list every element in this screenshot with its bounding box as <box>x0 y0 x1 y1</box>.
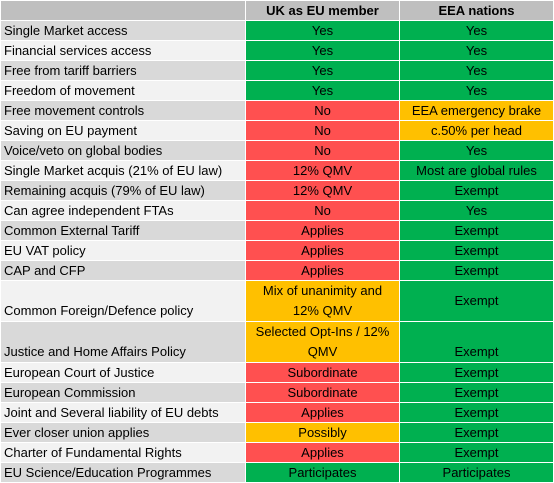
uk-cell: Subordinate <box>245 362 400 383</box>
header-blank <box>0 0 246 21</box>
eea-cell: Exempt <box>399 260 554 281</box>
header-eea-nations: EEA nations <box>399 0 554 21</box>
table-row: Free movement controls No EEA emergency … <box>0 100 554 121</box>
table-row: Can agree independent FTAs No Yes <box>0 200 554 221</box>
uk-cell: 12% QMV <box>245 180 400 201</box>
uk-cell: Yes <box>245 80 400 101</box>
eea-cell: Yes <box>399 80 554 101</box>
table-row: Freedom of movement Yes Yes <box>0 80 554 101</box>
table-row: CAP and CFP Applies Exempt <box>0 260 554 281</box>
table-row: Remaining acquis (79% of EU law) 12% QMV… <box>0 180 554 201</box>
uk-cell: No <box>245 120 400 141</box>
table-row: Common External Tariff Applies Exempt <box>0 220 554 241</box>
uk-cell: No <box>245 200 400 221</box>
table-row: Charter of Fundamental Rights Applies Ex… <box>0 442 554 463</box>
uk-cell: Applies <box>245 442 400 463</box>
eea-cell: c.50% per head <box>399 120 554 141</box>
table-row: EU VAT policy Applies Exempt <box>0 240 554 261</box>
uk-cell: Mix of unanimity and 12% QMV <box>245 280 400 322</box>
uk-cell: Yes <box>245 60 400 81</box>
eea-cell: Yes <box>399 20 554 41</box>
table-row: Single Market acquis (21% of EU law) 12%… <box>0 160 554 181</box>
row-label: Financial services access <box>0 40 246 61</box>
table-row: Financial services access Yes Yes <box>0 40 554 61</box>
eea-cell: Exempt <box>399 362 554 383</box>
header-uk-eu-member: UK as EU member <box>245 0 400 21</box>
eea-cell: Exempt <box>399 240 554 261</box>
row-label: Charter of Fundamental Rights <box>0 442 246 463</box>
eea-cell: Yes <box>399 60 554 81</box>
table-row: European Commission Subordinate Exempt <box>0 382 554 403</box>
eea-cell: Exempt <box>399 321 554 363</box>
row-label: Single Market access <box>0 20 246 41</box>
eea-cell: Exempt <box>399 180 554 201</box>
row-label: Joint and Several liability of EU debts <box>0 402 246 423</box>
eea-cell: Yes <box>399 200 554 221</box>
table-row: EU Science/Education Programmes Particip… <box>0 462 554 483</box>
header-row: UK as EU member EEA nations <box>0 0 554 21</box>
uk-cell: Selected Opt-Ins / 12% QMV <box>245 321 400 363</box>
eea-cell: Yes <box>399 40 554 61</box>
row-label: Saving on EU payment <box>0 120 246 141</box>
row-label: Freedom of movement <box>0 80 246 101</box>
table-row: Justice and Home Affairs Policy Selected… <box>0 321 554 363</box>
uk-cell: Applies <box>245 260 400 281</box>
uk-cell: Yes <box>245 40 400 61</box>
uk-cell: 12% QMV <box>245 160 400 181</box>
uk-cell: No <box>245 140 400 161</box>
row-label: Free from tariff barriers <box>0 60 246 81</box>
table-row: Single Market access Yes Yes <box>0 20 554 41</box>
row-label: Voice/veto on global bodies <box>0 140 246 161</box>
table-row: Ever closer union applies Possibly Exemp… <box>0 422 554 443</box>
eea-cell: Exempt <box>399 280 554 322</box>
eea-cell: Exempt <box>399 220 554 241</box>
uk-cell: Yes <box>245 20 400 41</box>
uk-cell: Applies <box>245 220 400 241</box>
row-label: Ever closer union applies <box>0 422 246 443</box>
uk-cell: Participates <box>245 462 400 483</box>
row-label: EU VAT policy <box>0 240 246 261</box>
eea-cell: Participates <box>399 462 554 483</box>
row-label: EU Science/Education Programmes <box>0 462 246 483</box>
uk-cell: Possibly <box>245 422 400 443</box>
row-label: CAP and CFP <box>0 260 246 281</box>
row-label: Can agree independent FTAs <box>0 200 246 221</box>
table-row: Voice/veto on global bodies No Yes <box>0 140 554 161</box>
row-label: European Court of Justice <box>0 362 246 383</box>
row-label: Justice and Home Affairs Policy <box>0 321 246 363</box>
row-label: Common Foreign/Defence policy <box>0 280 246 322</box>
eea-cell: EEA emergency brake <box>399 100 554 121</box>
eea-cell: Exempt <box>399 442 554 463</box>
eea-cell: Exempt <box>399 422 554 443</box>
uk-cell: Applies <box>245 402 400 423</box>
uk-cell: Subordinate <box>245 382 400 403</box>
uk-cell: Applies <box>245 240 400 261</box>
row-label: Single Market acquis (21% of EU law) <box>0 160 246 181</box>
row-label: European Commission <box>0 382 246 403</box>
eea-cell: Yes <box>399 140 554 161</box>
uk-cell: No <box>245 100 400 121</box>
eea-cell: Most are global rules <box>399 160 554 181</box>
row-label: Common External Tariff <box>0 220 246 241</box>
table-row: Saving on EU payment No c.50% per head <box>0 120 554 141</box>
eea-cell: Exempt <box>399 382 554 403</box>
eea-cell: Exempt <box>399 402 554 423</box>
row-label: Remaining acquis (79% of EU law) <box>0 180 246 201</box>
table-row: European Court of Justice Subordinate Ex… <box>0 362 554 383</box>
table-row: Joint and Several liability of EU debts … <box>0 402 554 423</box>
table-row: Common Foreign/Defence policy Mix of una… <box>0 280 554 322</box>
row-label: Free movement controls <box>0 100 246 121</box>
table-row: Free from tariff barriers Yes Yes <box>0 60 554 81</box>
